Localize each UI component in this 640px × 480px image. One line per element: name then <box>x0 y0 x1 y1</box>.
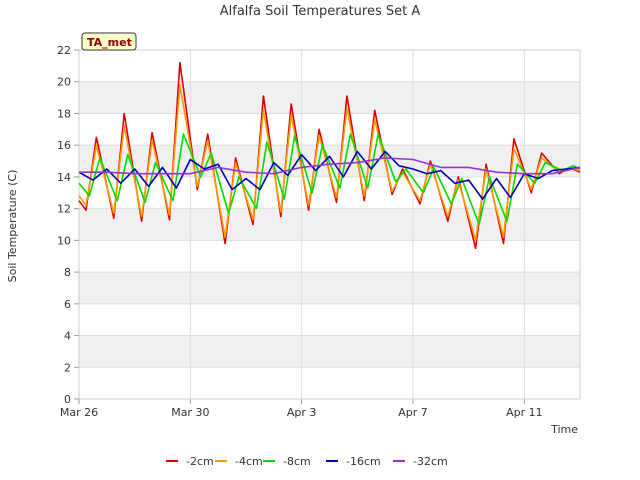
x-tick-label: Apr 11 <box>506 406 543 419</box>
y-tick-label: 16 <box>57 139 71 152</box>
plot-band <box>79 176 580 209</box>
legend-label: -4cm <box>235 455 263 468</box>
chart-title: Alfalfa Soil Temperatures Set A <box>220 4 421 19</box>
y-tick-label: 8 <box>64 266 71 279</box>
x-tick-label: Mar 30 <box>171 406 209 419</box>
ta-met-badge: TA_met <box>81 32 137 51</box>
x-axis: Mar 26 Mar 30 Apr 3 Apr 7 Apr 11 <box>60 399 543 419</box>
plot-frame <box>78 49 581 400</box>
x-tick-label: Apr 7 <box>398 406 428 419</box>
series-line-neg8cm <box>78 133 581 226</box>
y-tick-label: 4 <box>64 330 71 343</box>
y-tick-label: 10 <box>57 234 71 247</box>
y-tick-label: 0 <box>64 393 71 406</box>
y-tick-label: 20 <box>57 76 71 89</box>
y-axis-title: Soil Temperature (C) <box>6 170 19 283</box>
plot-band <box>79 240 580 273</box>
x-axis-title: Time <box>550 423 578 436</box>
plot-band <box>79 335 580 368</box>
y-tick-label: 6 <box>64 298 71 311</box>
x-tick-label: Apr 3 <box>287 406 317 419</box>
y-axis: 0 2 4 6 8 10 12 14 16 18 20 22 <box>57 44 79 406</box>
plot-band <box>79 367 580 399</box>
legend-label: -16cm <box>346 455 381 468</box>
series-line-neg4cm <box>78 84 581 242</box>
plot-band <box>79 50 580 82</box>
series-line-neg32cm <box>79 157 581 175</box>
legend-label: -2cm <box>186 455 214 468</box>
y-tick-label: 14 <box>57 171 71 184</box>
plot-band <box>79 113 580 146</box>
plot-band <box>79 81 580 114</box>
y-tick-label: 22 <box>57 44 71 57</box>
plot-band <box>79 272 580 304</box>
y-tick-label: 2 <box>64 361 71 374</box>
y-tick-label: 12 <box>57 203 71 216</box>
plot-band <box>79 303 580 336</box>
y-tick-label: 18 <box>57 107 71 120</box>
badge-label: TA_met <box>87 36 132 49</box>
legend: -2cm -4cm -8cm -16cm -32cm <box>166 455 448 468</box>
x-tick-label: Mar 26 <box>60 406 98 419</box>
series-lines <box>78 61 581 250</box>
legend-label: -32cm <box>413 455 448 468</box>
series-line-neg16cm <box>78 150 581 200</box>
legend-label: -8cm <box>283 455 311 468</box>
